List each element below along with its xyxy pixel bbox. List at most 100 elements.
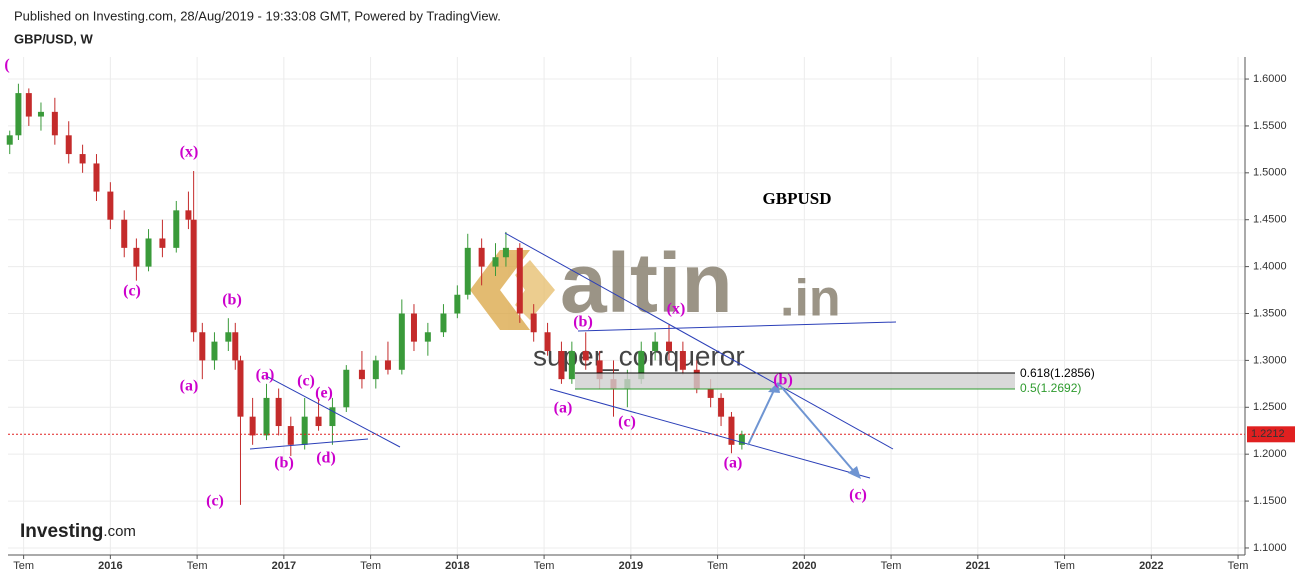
candle-body — [343, 369, 350, 408]
candle-body — [301, 416, 308, 445]
candle-body — [263, 397, 270, 436]
candle-body — [107, 191, 114, 220]
x-tick-label: Tem — [534, 560, 555, 572]
candle-body — [530, 313, 537, 333]
candle-body — [37, 111, 44, 117]
x-tick-label: 2020 — [792, 560, 816, 572]
wave-label: (b) — [773, 372, 793, 389]
candle-body — [329, 407, 336, 427]
y-tick-label: 1.2000 — [1253, 448, 1287, 460]
candle-body — [6, 135, 13, 145]
y-tick-label: 1.3000 — [1253, 354, 1287, 366]
candle-body — [707, 388, 714, 398]
candle-body — [384, 360, 391, 370]
candle-body — [199, 332, 206, 361]
logo: Investing.com — [20, 521, 136, 542]
candle-body — [275, 397, 282, 427]
candle-body — [237, 360, 244, 417]
projection-arrow — [747, 385, 777, 446]
watermark-logo — [470, 250, 555, 330]
x-tick-label: Tem — [360, 560, 381, 572]
candle-body — [51, 111, 58, 136]
logo-main: Investing — [20, 521, 103, 542]
candle-body — [25, 93, 32, 117]
wave-label: (c) — [618, 414, 636, 431]
candle-body — [121, 219, 128, 248]
wave-label: (c) — [297, 373, 315, 390]
watermark-domain: .in — [780, 270, 841, 328]
wave-label: (a) — [180, 378, 199, 395]
x-tick-label: Tem — [881, 560, 902, 572]
x-tick-label: 2019 — [619, 560, 643, 572]
wave-label: (c) — [849, 487, 867, 504]
wave-label: (a) — [554, 400, 573, 417]
candle-body — [145, 238, 152, 267]
candle-body — [398, 313, 405, 370]
wave-label: (c) — [206, 493, 224, 510]
candle-body — [410, 313, 417, 342]
candle-body — [93, 163, 100, 192]
candle-body — [464, 247, 471, 295]
candle-body — [358, 369, 365, 380]
y-tick-label: 1.6000 — [1253, 73, 1287, 85]
candle-body — [666, 341, 673, 352]
published-note: Published on Investing.com, 28/Aug/2019 … — [14, 8, 501, 23]
candle-body — [315, 416, 322, 427]
chart-title: GBPUSD — [763, 189, 832, 208]
watermark-brand: altin — [560, 236, 733, 330]
y-tick-label: 1.2500 — [1253, 401, 1287, 413]
x-tick-label: 2021 — [966, 560, 990, 572]
candle-body — [568, 351, 575, 380]
candle-body — [225, 332, 232, 342]
candle-body — [287, 426, 294, 445]
candle-body — [738, 434, 745, 445]
wave-label: (x) — [667, 301, 686, 318]
trend-line — [577, 321, 897, 332]
wave-label: ( — [4, 57, 9, 74]
candle-body — [544, 332, 551, 352]
wave-label: (a) — [724, 455, 743, 472]
candle-body — [424, 332, 431, 342]
candle-body — [185, 210, 192, 220]
candle-body — [159, 238, 166, 248]
y-tick-label: 1.1000 — [1253, 542, 1287, 554]
y-tick-label: 1.3500 — [1253, 307, 1287, 319]
x-tick-label: Tem — [187, 560, 208, 572]
wave-labels: ( (x) (c) (b) (a) (c) (a) (c) (e) (b) (d… — [4, 57, 867, 510]
y-tick-label: 1.4000 — [1253, 261, 1287, 273]
wave-label: (x) — [180, 144, 199, 161]
x-tick-label: 2022 — [1139, 560, 1163, 572]
candle-body — [728, 416, 735, 445]
candle-body — [596, 360, 603, 380]
candles — [6, 83, 745, 505]
last-price-box — [1247, 426, 1295, 443]
candle-body — [173, 210, 180, 248]
y-tick-label: 1.5500 — [1253, 120, 1287, 132]
y-tick-label: 1.5000 — [1253, 167, 1287, 179]
fib-label: 0.5(1.2692) — [1020, 381, 1081, 395]
candle-body — [718, 397, 725, 417]
wave-label: (b) — [573, 314, 593, 331]
candle-body — [372, 360, 379, 380]
wave-label: (c) — [123, 283, 141, 300]
candle-body — [502, 247, 509, 258]
wave-label: (b) — [222, 292, 242, 309]
arrow-head — [848, 466, 861, 479]
candle-body — [652, 341, 659, 352]
candle-body — [638, 351, 645, 380]
candle-body — [249, 416, 256, 436]
candle-body — [454, 294, 461, 314]
x-tick-label: 2017 — [272, 560, 296, 572]
candle-body — [516, 247, 523, 314]
grid — [8, 57, 1245, 555]
candle-body — [65, 135, 72, 155]
symbol: GBP/USD, W — [14, 31, 93, 46]
x-tick-label: 2016 — [98, 560, 122, 572]
x-tick-label: Tem — [1054, 560, 1075, 572]
x-tick-label: Tem — [1228, 560, 1249, 572]
fib-label: 0.618(1.2856) — [1020, 366, 1095, 380]
fib-zone — [575, 373, 1015, 389]
trend-line — [267, 376, 401, 448]
trend-line — [504, 232, 894, 450]
